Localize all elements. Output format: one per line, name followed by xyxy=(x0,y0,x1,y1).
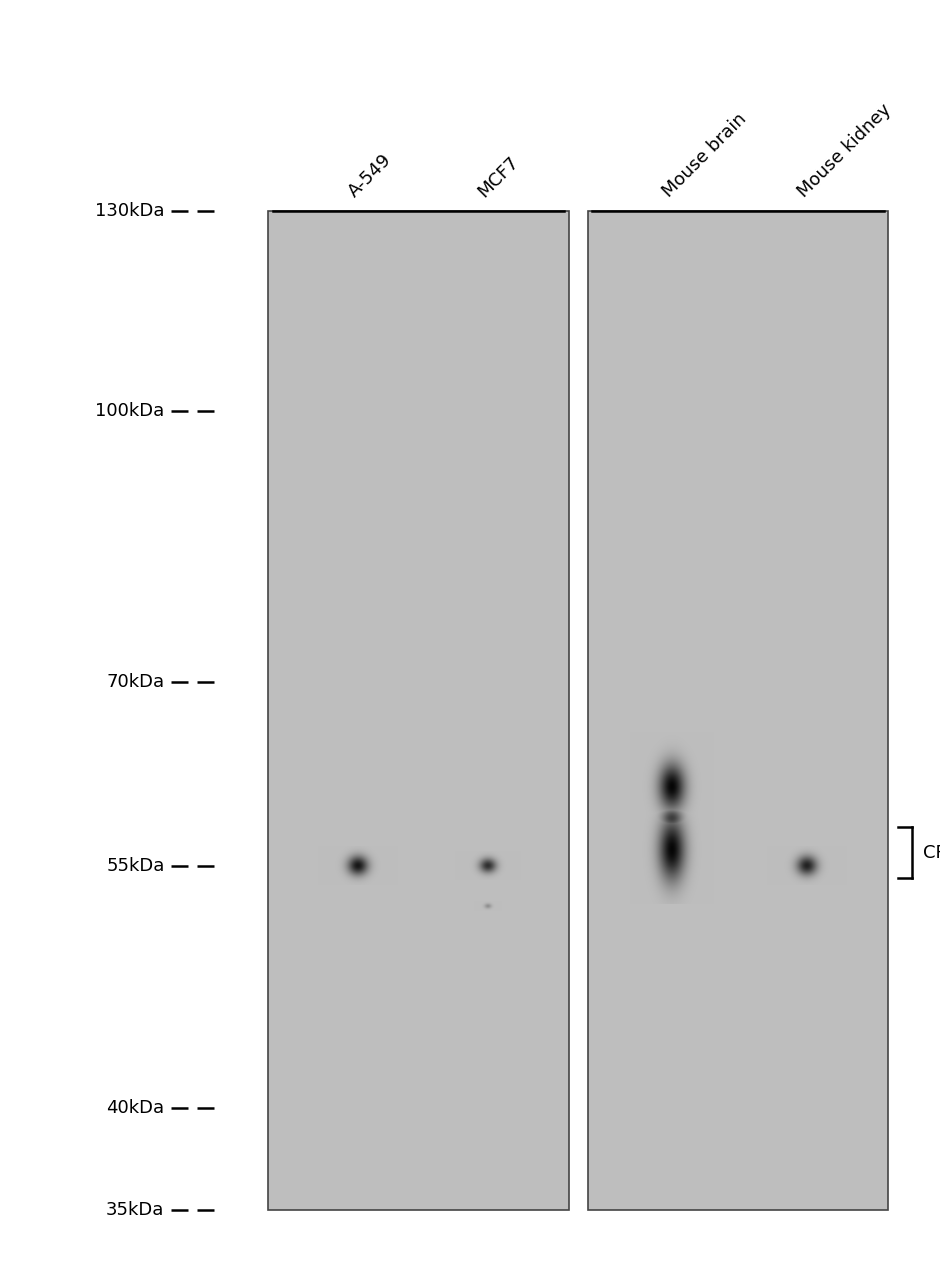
Text: Mouse brain: Mouse brain xyxy=(659,110,750,201)
Text: 35kDa: 35kDa xyxy=(106,1201,164,1219)
Text: A-549: A-549 xyxy=(345,151,396,201)
Text: 55kDa: 55kDa xyxy=(106,856,164,874)
Text: 70kDa: 70kDa xyxy=(106,673,164,691)
Text: 130kDa: 130kDa xyxy=(95,202,164,220)
Text: 100kDa: 100kDa xyxy=(95,402,164,420)
Text: 40kDa: 40kDa xyxy=(106,1100,164,1117)
Bar xyxy=(588,211,888,1210)
Bar xyxy=(268,211,569,1210)
Text: MCF7: MCF7 xyxy=(475,154,523,201)
Text: Mouse kidney: Mouse kidney xyxy=(794,100,895,201)
Text: CPE: CPE xyxy=(923,844,940,861)
